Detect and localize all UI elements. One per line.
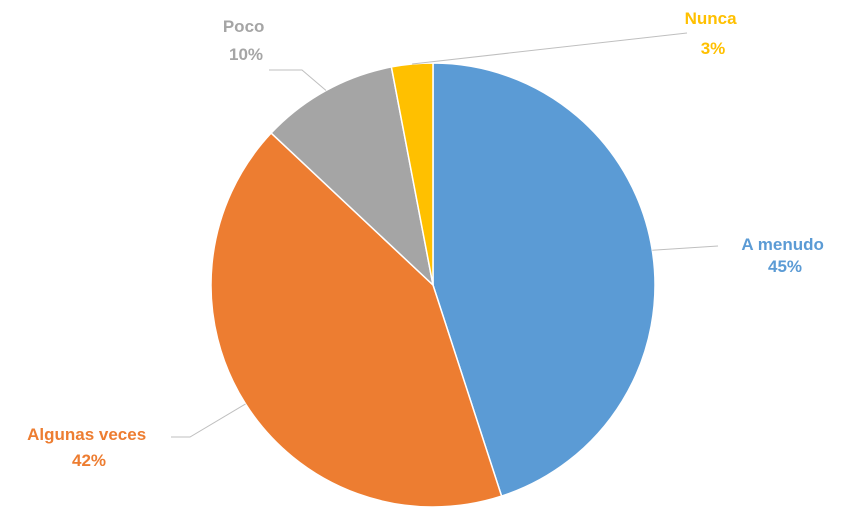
pie-slice-a-menudo xyxy=(432,62,656,498)
slice-percent: 42% xyxy=(72,451,106,470)
slice-percent: 45% xyxy=(768,257,802,276)
pie-slice-nunca xyxy=(390,62,434,286)
slice-name: Algunas veces xyxy=(27,425,146,444)
leader-line-nunca xyxy=(412,32,688,65)
slice-label-poco: Poco 10% xyxy=(223,17,269,64)
slice-name: Nunca xyxy=(685,9,738,28)
slice-label-nunca: Nunca 3% xyxy=(685,9,742,58)
leader-line-algunas-veces xyxy=(171,403,246,438)
slice-label-algunas-veces: Algunas veces 42% xyxy=(27,425,151,470)
slice-name: Poco xyxy=(223,17,265,36)
pie-slice-poco xyxy=(270,66,435,288)
slice-percent: 3% xyxy=(701,39,726,58)
pie-slices xyxy=(210,62,656,508)
leader-lines xyxy=(171,32,719,438)
leader-line-a-menudo xyxy=(652,245,719,251)
slice-percent: 10% xyxy=(229,45,263,64)
slice-name: A menudo xyxy=(741,235,823,254)
slice-label-a-menudo: A menudo 45% xyxy=(741,235,828,276)
leader-line-poco xyxy=(269,69,327,91)
